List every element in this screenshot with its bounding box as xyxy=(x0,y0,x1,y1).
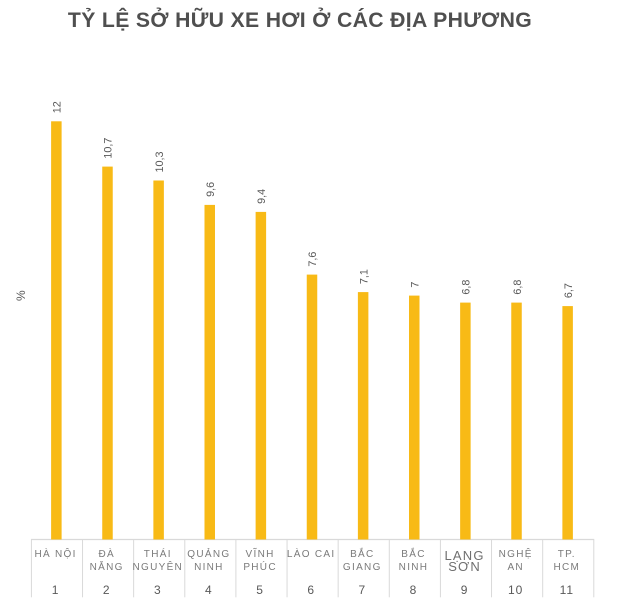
svg-text:6,8: 6,8 xyxy=(512,280,524,295)
svg-text:12: 12 xyxy=(52,101,64,113)
svg-text:7,1: 7,1 xyxy=(358,269,370,284)
svg-text:%: % xyxy=(14,290,28,301)
svg-text:10,7: 10,7 xyxy=(103,138,115,159)
svg-text:7,6: 7,6 xyxy=(307,252,319,267)
svg-text:7: 7 xyxy=(410,282,422,288)
svg-text:6,8: 6,8 xyxy=(461,280,473,295)
svg-text:6,7: 6,7 xyxy=(563,283,575,298)
svg-text:9,4: 9,4 xyxy=(256,189,268,204)
svg-text:10,3: 10,3 xyxy=(154,151,166,172)
svg-text:9,6: 9,6 xyxy=(205,182,217,197)
